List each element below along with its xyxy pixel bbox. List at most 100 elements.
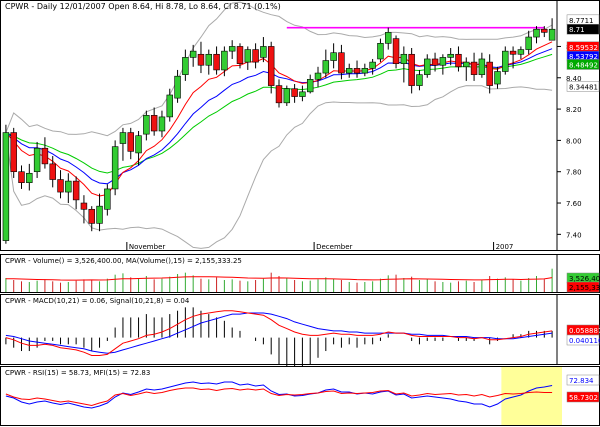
candle-up [299,91,306,97]
candle-up [314,72,322,80]
candle-up [345,68,353,74]
candle-down [127,132,134,152]
value-badge-label: 58.7302 [569,394,598,402]
rsi-chart-title: CPWR - RSI(15) = 58.73, MFI(15) = 72.83 [5,369,150,377]
candle-up [228,46,236,52]
candle-down [252,49,259,63]
value-badge [566,281,600,293]
value-badge-label: 0.040116 [569,337,600,345]
candle-up [517,49,525,55]
value-badge [566,59,600,70]
value-badge-label: 0.058887 [569,327,600,335]
macd-panel: CPWR - MACD(10,21) = 0.06, Signal(10,21,… [0,294,600,368]
candle-down [80,202,88,210]
value-badge [566,334,600,346]
value-badge-label: 8.71 [569,26,585,34]
candle-up [385,32,392,44]
price-tick-label: 8.20 [566,106,582,114]
candle-down [41,147,49,165]
candle-down [213,53,220,71]
candle-up [65,180,72,193]
candle-down [267,46,275,86]
candle-down [57,179,64,193]
price-tick-label: 7.80 [566,169,582,177]
candle-up [424,58,431,75]
candle-up [533,28,540,38]
candle-down [88,208,95,224]
candle-up [260,46,267,58]
date-tick-label: December [316,243,352,251]
candle-down [10,132,17,173]
candle-down [338,52,345,74]
candle-up [104,188,111,210]
candle-down [392,38,400,64]
candle-down [236,46,244,64]
value-badge [566,23,600,35]
candle-up [111,146,119,190]
candle-up [221,50,228,71]
rsi-line [5,387,553,407]
value-badge-label: 3,526,400 [569,275,600,283]
bollinger-upper-line [5,1,553,137]
candle-down [150,115,158,132]
macd-panel-frame [0,294,600,365]
value-badge-label: 2,155,333 [569,284,600,292]
candle-up [33,147,41,173]
candle-up [494,71,501,85]
value-badge-label: 8.34481 [569,83,598,91]
candle-up [174,75,181,99]
candle-down [486,61,493,86]
candle-up [182,57,189,75]
price-tick-label: 8.00 [566,137,582,145]
price-tick-label: 7.60 [566,200,582,208]
candle-up [447,53,454,58]
candle-up [548,28,556,41]
candle-down [197,53,205,66]
volume-ma-line [5,276,553,281]
candle-up [135,135,142,154]
candle-up [377,43,384,60]
candle-up [439,57,447,66]
candle-down [541,28,548,33]
value-badge-label: 8.7711 [569,17,594,25]
candle-up [205,53,213,66]
value-badge [566,81,600,92]
value-badge [566,391,600,403]
macd-line [5,310,553,356]
candle-down [353,68,361,74]
price-tick-label: 7.40 [566,231,582,239]
value-badge [566,374,600,386]
volume-panel: CPWR - Volume() = 3,526,400.00, MA(Volum… [0,254,600,293]
candle-up [502,50,509,72]
candle-down [470,61,478,75]
candle-down [509,50,517,55]
date-tick-label: November [129,243,166,251]
candle-up [166,94,173,118]
value-badge-label: 8.53792 [569,53,598,61]
candle-up [330,52,337,61]
candle-up [306,79,314,93]
candle-up [525,36,532,50]
candle-up [158,116,166,132]
candle-up [244,49,252,63]
value-badge-label: 72.834 [569,377,594,385]
price-tick-label: 8.40 [566,75,582,83]
candle-down [431,58,439,66]
macd-signal-line [5,312,553,354]
volume-panel-frame [0,254,600,293]
candle-up [2,132,10,241]
value-badge-label: 8.48492 [569,61,598,69]
bollinger-lower-line [5,85,553,249]
candle-up [463,61,470,68]
candle-down [18,171,25,183]
highlight-zone [501,367,562,425]
value-badge-label: 8.59532 [569,44,598,52]
candle-up [143,115,150,135]
candle-up [26,172,33,183]
candle-up [283,88,291,104]
candle-up [361,68,369,74]
candle-up [478,58,486,75]
candle-down [275,85,283,104]
